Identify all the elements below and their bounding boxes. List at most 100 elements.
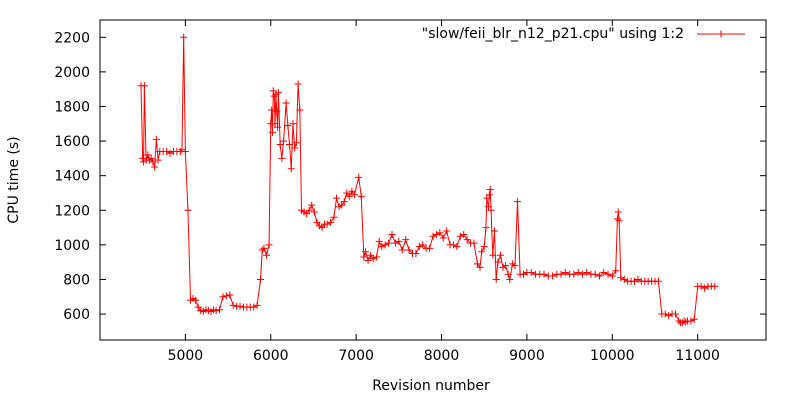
data-point-marker (166, 149, 174, 157)
legend-label: "slow/feii_blr_n12_p21.cpu" using 1:2 (422, 26, 684, 42)
data-point-marker (557, 270, 565, 278)
data-point-marker (236, 302, 244, 310)
data-point-marker (429, 232, 437, 240)
series-line (140, 37, 715, 324)
data-point-marker (604, 270, 612, 278)
data-point-marker (296, 106, 304, 114)
data-point-marker (432, 230, 440, 238)
data-point-marker (612, 267, 620, 275)
y-tick-label: 1800 (54, 99, 90, 115)
legend: "slow/feii_blr_n12_p21.cpu" using 1:2 (422, 26, 745, 42)
data-point-marker (502, 262, 510, 270)
data-point-marker (184, 206, 192, 214)
data-point-marker (697, 282, 705, 290)
data-point-marker (287, 165, 295, 173)
y-tick-label: 600 (63, 307, 90, 323)
data-point-marker (310, 208, 318, 216)
data-point-marker (678, 319, 686, 327)
data-point-marker (282, 99, 290, 107)
data-point-marker (453, 243, 461, 251)
data-point-marker (405, 246, 413, 254)
data-point-marker (323, 220, 331, 228)
data-point-marker (388, 230, 396, 238)
data-point-marker (327, 218, 335, 226)
data-point-marker (682, 318, 690, 326)
data-point-marker (583, 269, 591, 277)
data-point-marker (139, 154, 147, 162)
data-point-marker (192, 296, 200, 304)
data-point-marker (151, 163, 159, 171)
data-point-marker (596, 272, 603, 280)
data-point-marker (419, 241, 427, 249)
data-point-marker (485, 191, 493, 199)
data-point-marker (144, 151, 152, 159)
data-point-marker (470, 239, 478, 247)
data-point-marker (146, 156, 154, 164)
data-point-marker (273, 108, 281, 116)
data-point-marker (456, 232, 464, 240)
data-point-marker (600, 269, 608, 277)
data-point-marker (615, 217, 623, 225)
legend-marker (717, 30, 725, 38)
data-point-marker (375, 237, 383, 245)
data-point-marker (412, 250, 420, 258)
data-point-marker (527, 269, 535, 277)
data-point-marker (357, 192, 365, 200)
x-tick-label: 10000 (590, 348, 635, 364)
data-point-marker (276, 141, 284, 149)
data-point-marker (687, 317, 695, 325)
data-point-marker (506, 275, 514, 283)
x-axis-label: Revision number (372, 378, 490, 394)
data-point-marker (291, 144, 299, 152)
data-point-marker (654, 277, 662, 285)
data-point-marker (490, 227, 498, 235)
data-point-marker (373, 253, 381, 261)
data-point-marker (436, 229, 444, 237)
data-point-marker (355, 173, 363, 181)
data-point-marker (163, 147, 171, 155)
data-point-marker (362, 248, 370, 256)
data-point-marker (561, 269, 569, 277)
data-point-marker (494, 258, 502, 266)
data-point-marker (216, 306, 224, 314)
data-point-marker (514, 198, 522, 206)
data-point-marker (280, 137, 288, 145)
data-point-marker (476, 263, 484, 271)
data-point-marker (489, 251, 497, 259)
data-point-marker (520, 270, 528, 278)
data-point-marker (402, 236, 410, 244)
data-point-marker (460, 230, 468, 238)
data-point-marker (381, 241, 389, 249)
data-point-marker (426, 244, 434, 252)
data-point-marker (570, 270, 578, 278)
data-point-marker (439, 234, 447, 242)
data-point-marker (614, 208, 622, 216)
y-tick-label: 1000 (54, 238, 90, 254)
data-point-marker (294, 80, 302, 88)
y-tick-label: 1200 (54, 203, 90, 219)
data-point-marker (289, 120, 297, 128)
data-point-marker (147, 154, 155, 162)
data-point-marker (360, 253, 368, 261)
y-tick-label: 1400 (54, 169, 90, 185)
y-axis-ticks: 600 800 1000 1200 1400 1600 1800 2000 2200 (54, 30, 766, 323)
data-point-marker (613, 215, 621, 223)
data-point-marker (219, 293, 227, 301)
data-point-marker (250, 303, 258, 311)
data-point-marker (286, 141, 294, 149)
data-point-marker (330, 213, 338, 221)
data-point-marker (540, 270, 548, 278)
data-point-marker (149, 158, 157, 166)
data-point-marker (369, 255, 377, 263)
x-tick-label: 11000 (675, 348, 720, 364)
data-point-marker (701, 284, 709, 292)
legend-plus-marker (717, 30, 725, 38)
data-point-marker (391, 239, 399, 247)
data-point-marker (671, 310, 679, 318)
data-point-marker (511, 262, 519, 270)
data-point-marker (268, 106, 276, 114)
data-point-marker (180, 33, 188, 41)
data-point-marker (350, 191, 358, 199)
data-point-marker (478, 248, 486, 256)
